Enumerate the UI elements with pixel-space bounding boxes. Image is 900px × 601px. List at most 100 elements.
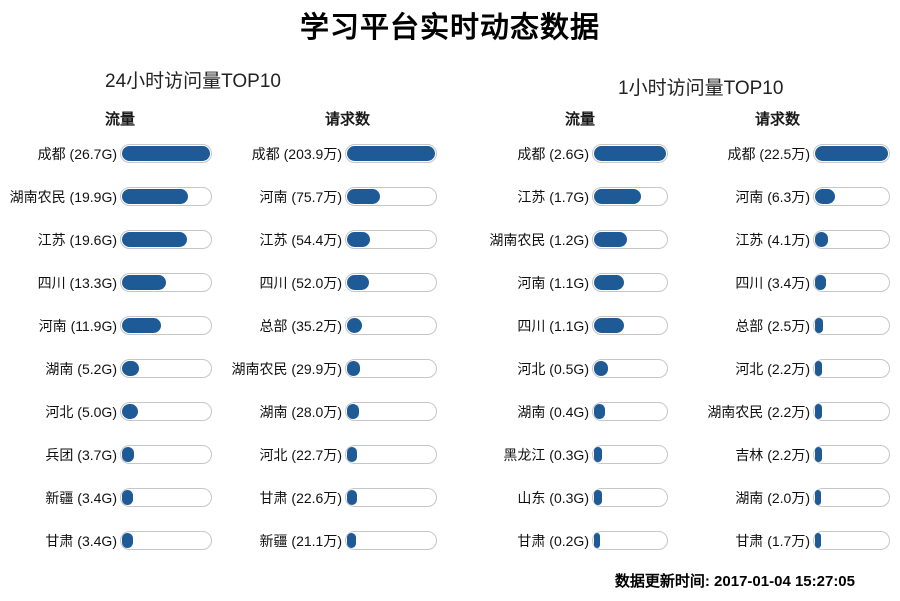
bar-row: 山东 (0.3G) <box>456 488 668 507</box>
bar-fill <box>122 189 188 204</box>
bar-track <box>592 316 668 335</box>
bar-row: 河南 (75.7万) <box>227 187 437 206</box>
bar-fill <box>815 490 822 505</box>
bar-row-label: 河北 (0.5G) <box>517 360 589 377</box>
section-title-1h: 1小时访问量TOP10 <box>618 78 784 99</box>
bar-row: 湖南 (5.2G) <box>6 359 212 378</box>
bar-fill <box>594 232 628 247</box>
bar-row-label: 成都 (2.6G) <box>517 145 589 162</box>
bar-row-label: 四川 (13.3G) <box>37 274 117 291</box>
bar-fill <box>122 275 166 290</box>
bar-track <box>345 531 437 550</box>
bar-fill <box>815 275 827 290</box>
bar-row-label: 四川 (52.0万) <box>259 274 342 291</box>
bar-row-label: 河北 (5.0G) <box>45 403 117 420</box>
bar-track <box>813 187 890 206</box>
bar-row-label: 江苏 (54.4万) <box>259 231 342 248</box>
bar-row-label: 湖南农民 (19.9G) <box>9 188 117 205</box>
bar-track <box>592 230 668 249</box>
bar-row: 甘肃 (22.6万) <box>227 488 437 507</box>
bar-track <box>345 230 437 249</box>
bar-row: 兵团 (3.7G) <box>6 445 212 464</box>
bar-row: 甘肃 (0.2G) <box>456 531 668 550</box>
bar-column-1h-requests: 成都 (22.5万) 河南 (6.3万) 江苏 (4.1万) 四川 (3.4万) 总部 … <box>677 144 890 574</box>
bar-fill <box>815 318 824 333</box>
bar-track <box>120 359 212 378</box>
bar-row: 总部 (35.2万) <box>227 316 437 335</box>
bar-row-label: 吉林 (2.2万) <box>735 446 810 463</box>
bar-row: 湖南农民 (1.2G) <box>456 230 668 249</box>
bar-row-label: 湖南农民 (2.2万) <box>707 403 810 420</box>
bar-track <box>592 488 668 507</box>
column-header-24h-requests: 请求数 <box>325 111 371 128</box>
bar-row-label: 湖南 (0.4G) <box>517 403 589 420</box>
bar-track <box>813 273 890 292</box>
bar-row-label: 新疆 (21.1万) <box>259 532 342 549</box>
bar-fill <box>122 533 134 548</box>
bar-track <box>592 402 668 421</box>
bar-fill <box>815 189 836 204</box>
bar-track <box>120 316 212 335</box>
bar-row: 河北 (0.5G) <box>456 359 668 378</box>
bar-row: 江苏 (54.4万) <box>227 230 437 249</box>
bar-row: 湖南农民 (2.2万) <box>677 402 890 421</box>
bar-track <box>120 187 212 206</box>
bar-fill <box>594 490 603 505</box>
bar-fill <box>594 189 642 204</box>
bar-track <box>345 359 437 378</box>
bar-fill <box>347 361 360 376</box>
bar-row-label: 总部 (2.5万) <box>735 317 810 334</box>
bar-row: 新疆 (3.4G) <box>6 488 212 507</box>
bar-track <box>592 445 668 464</box>
bar-row-label: 河南 (6.3万) <box>735 188 810 205</box>
bar-row: 河南 (1.1G) <box>456 273 668 292</box>
bar-fill <box>347 447 357 462</box>
bar-row: 总部 (2.5万) <box>677 316 890 335</box>
bar-fill <box>122 318 162 333</box>
bar-fill <box>815 533 821 548</box>
bar-track <box>345 316 437 335</box>
bar-row-label: 新疆 (3.4G) <box>45 489 117 506</box>
bar-row: 河南 (6.3万) <box>677 187 890 206</box>
bar-track <box>592 531 668 550</box>
bar-row: 成都 (203.9万) <box>227 144 437 163</box>
bar-track <box>120 144 212 163</box>
bar-row: 甘肃 (3.4G) <box>6 531 212 550</box>
bar-track <box>813 144 890 163</box>
bar-row-label: 甘肃 (22.6万) <box>259 489 342 506</box>
bar-fill <box>122 361 140 376</box>
bar-fill <box>815 232 829 247</box>
bar-column-1h-traffic: 成都 (2.6G) 江苏 (1.7G) 湖南农民 (1.2G) 河南 (1.1G) 四川… <box>456 144 668 574</box>
bar-fill <box>594 447 603 462</box>
bar-fill <box>122 146 210 161</box>
bar-row-label: 江苏 (19.6G) <box>37 231 117 248</box>
bar-track <box>592 144 668 163</box>
bar-fill <box>347 533 357 548</box>
bar-row-label: 成都 (203.9万) <box>251 145 342 162</box>
bar-track <box>813 445 890 464</box>
bar-row-label: 甘肃 (0.2G) <box>517 532 589 549</box>
bar-fill <box>122 490 134 505</box>
bar-fill <box>594 275 625 290</box>
bar-row: 吉林 (2.2万) <box>677 445 890 464</box>
bar-row: 黑龙江 (0.3G) <box>456 445 668 464</box>
update-time-label: 数据更新时间: 2017-01-04 15:27:05 <box>614 573 855 590</box>
bar-row-label: 江苏 (1.7G) <box>517 188 589 205</box>
bar-row: 湖南农民 (29.9万) <box>227 359 437 378</box>
bar-fill <box>815 146 888 161</box>
bar-row-label: 甘肃 (3.4G) <box>45 532 117 549</box>
bar-row-label: 湖南 (2.0万) <box>735 489 810 506</box>
bar-track <box>813 316 890 335</box>
bar-track <box>813 531 890 550</box>
column-header-24h-traffic: 流量 <box>105 111 136 128</box>
bar-fill <box>594 318 625 333</box>
bar-track <box>592 187 668 206</box>
bar-row: 成都 (2.6G) <box>456 144 668 163</box>
bar-fill <box>815 361 823 376</box>
bar-fill <box>815 447 823 462</box>
bar-fill <box>594 361 608 376</box>
bar-row: 四川 (52.0万) <box>227 273 437 292</box>
bar-row: 河北 (22.7万) <box>227 445 437 464</box>
bar-column-24h-traffic: 成都 (26.7G) 湖南农民 (19.9G) 江苏 (19.6G) 四川 (13.3… <box>6 144 212 574</box>
bar-fill <box>347 404 360 419</box>
